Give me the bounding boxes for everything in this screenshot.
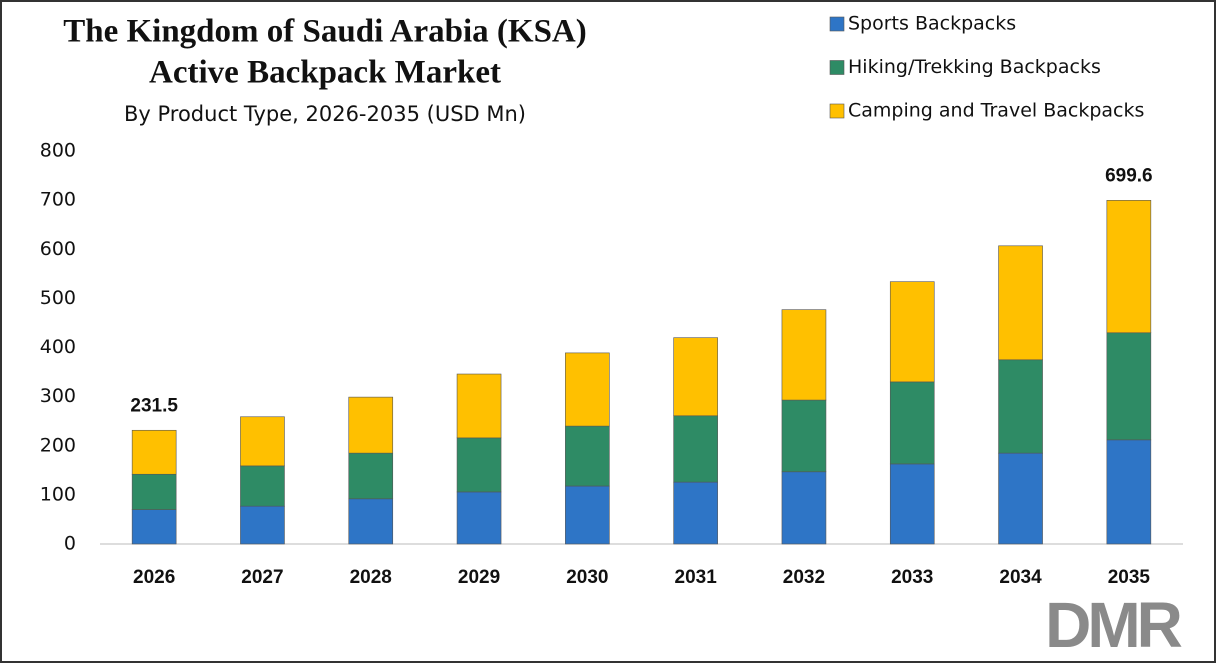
y-tick-label: 500	[40, 287, 76, 309]
total-label: 231.5	[130, 395, 178, 416]
x-tick-label: 2035	[1108, 567, 1151, 588]
chart-subtitle: By Product Type, 2026-2035 (USD Mn)	[124, 102, 526, 126]
legend-swatch	[829, 16, 845, 32]
x-tick-label: 2029	[458, 567, 500, 588]
x-tick-label: 2030	[566, 567, 608, 588]
legend-label: Camping and Travel Backpacks	[848, 100, 1144, 122]
legend-swatch	[829, 60, 845, 75]
bar-segment	[673, 415, 718, 483]
x-tick-label: 2027	[241, 567, 283, 588]
x-tick-label: 2034	[999, 567, 1042, 588]
bar-segment	[348, 396, 394, 454]
x-tick-label: 2033	[891, 567, 933, 588]
chart-title: Active Backpack Market	[149, 55, 501, 91]
legend-label: Hiking/Trekking Backpacks	[848, 56, 1101, 78]
bar-segment	[673, 337, 718, 417]
bar-segment	[889, 463, 935, 545]
logo: DMR	[1045, 589, 1182, 661]
bar-segment	[781, 309, 827, 401]
bar-segment	[1106, 332, 1152, 441]
bar-segment	[673, 481, 718, 545]
bar-segment	[348, 452, 394, 500]
bar-segment	[240, 416, 285, 467]
legend-swatch	[829, 103, 845, 119]
bar-segment	[889, 381, 935, 465]
y-tick-label: 0	[64, 533, 76, 555]
bar-segment	[240, 465, 285, 507]
y-tick-label: 600	[40, 238, 76, 260]
bar-segment	[565, 352, 610, 427]
bar-segment	[781, 471, 827, 545]
bar-segment	[456, 491, 502, 545]
total-label: 699.6	[1105, 165, 1153, 186]
bar-segment	[889, 281, 935, 383]
bar-segment	[131, 473, 177, 510]
y-tick-label: 100	[40, 483, 76, 505]
bar-segment	[131, 429, 177, 475]
bar-segment	[240, 505, 285, 545]
chart-title: The Kingdom of Saudi Arabia (KSA)	[63, 14, 587, 50]
bar-segment	[131, 509, 177, 545]
y-tick-label: 300	[40, 385, 76, 407]
bar-segment	[781, 399, 827, 473]
bar-segment	[565, 485, 610, 545]
x-tick-label: 2026	[133, 567, 175, 588]
bar-segment	[998, 245, 1043, 361]
x-tick-label: 2031	[675, 567, 718, 588]
bar-segment	[998, 359, 1043, 454]
y-tick-label: 700	[40, 189, 76, 211]
x-tick-label: 2028	[350, 567, 392, 588]
bar-segment	[456, 373, 502, 439]
bar-segment	[565, 425, 610, 487]
legend-label: Sports Backpacks	[848, 13, 1016, 35]
y-tick-label: 200	[40, 434, 76, 456]
bar-segment	[348, 498, 394, 545]
bar-segment	[998, 452, 1043, 545]
bar-segment	[1106, 200, 1152, 334]
y-tick-label: 800	[40, 140, 76, 162]
bar-segment	[1106, 439, 1152, 545]
x-tick-label: 2032	[783, 567, 825, 588]
bar-segment	[456, 437, 502, 493]
y-tick-label: 400	[40, 336, 76, 358]
